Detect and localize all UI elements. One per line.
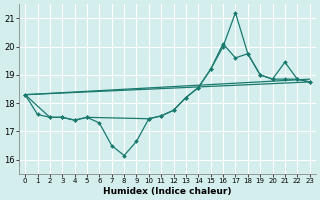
X-axis label: Humidex (Indice chaleur): Humidex (Indice chaleur) — [103, 187, 232, 196]
